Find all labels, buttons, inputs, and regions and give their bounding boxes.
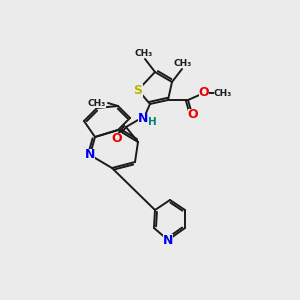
Text: O: O bbox=[112, 133, 122, 146]
Text: O: O bbox=[199, 86, 209, 100]
Text: S: S bbox=[134, 83, 142, 97]
Text: N: N bbox=[85, 148, 95, 161]
Text: O: O bbox=[188, 109, 198, 122]
Text: H: H bbox=[148, 117, 156, 127]
Text: CH₃: CH₃ bbox=[88, 98, 106, 107]
Text: N: N bbox=[163, 233, 173, 247]
Text: N: N bbox=[138, 112, 148, 125]
Text: CH₃: CH₃ bbox=[135, 49, 153, 58]
Text: CH₃: CH₃ bbox=[174, 58, 192, 68]
Text: CH₃: CH₃ bbox=[214, 88, 232, 98]
